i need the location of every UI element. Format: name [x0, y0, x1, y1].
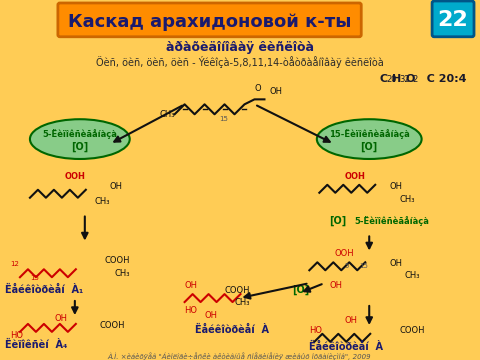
Text: COOH: COOH: [399, 326, 425, 335]
Text: C: C: [379, 75, 387, 85]
Text: OH: OH: [185, 281, 198, 290]
Text: [O]: [O]: [71, 142, 88, 152]
Text: Ëåéêîòðèåí  À: Ëåéêîòðèåí À: [309, 342, 384, 352]
Text: 5-Ëèïîêñèãåíàçà: 5-Ëèïîêñèãåíàçà: [354, 216, 429, 226]
Text: À.Ì. ×èáèðÿåâ "Áèîëîãè÷åñêè àêòèâíûå ñîåäèíåíèÿ æèâûõ îðãàíèçìîâ", 2009: À.Ì. ×èáèðÿåâ "Áèîëîãè÷åñêè àêòèâíûå ñîå…: [108, 352, 372, 360]
Text: OOH: OOH: [344, 172, 365, 181]
Text: CH₃: CH₃: [160, 110, 175, 119]
FancyBboxPatch shape: [58, 3, 361, 37]
Text: 15: 15: [219, 116, 228, 122]
Text: OH: OH: [110, 182, 123, 191]
Text: 15: 15: [30, 275, 39, 281]
Text: [O]: [O]: [360, 142, 378, 152]
Text: CH₃: CH₃: [399, 195, 415, 204]
Text: O: O: [405, 75, 415, 85]
Text: OH: OH: [344, 316, 357, 325]
Text: OH: OH: [389, 182, 402, 191]
Text: 32: 32: [399, 75, 410, 84]
Ellipse shape: [317, 119, 421, 159]
Text: CH₃: CH₃: [115, 269, 130, 278]
Text: OH: OH: [204, 311, 217, 320]
Text: C 20:4: C 20:4: [419, 75, 467, 85]
Text: 5: 5: [344, 263, 348, 269]
Text: OH: OH: [269, 87, 282, 96]
Text: àðàõèäîíîâàÿ êèñëîòà: àðàõèäîíîâàÿ êèñëîòà: [166, 41, 313, 54]
Text: 2: 2: [412, 75, 418, 84]
Text: OOH: OOH: [334, 249, 354, 258]
FancyBboxPatch shape: [432, 1, 474, 37]
Text: Öèñ, öèñ, öèñ, öèñ - Ýéêîçà-5,8,11,14-òåòðàåíîâàÿ êèñëîòà: Öèñ, öèñ, öèñ, öèñ - Ýéêîçà-5,8,11,14-òå…: [96, 55, 384, 68]
Text: Ëèïîêñèí  À₄: Ëèïîêñèí À₄: [5, 340, 67, 350]
Text: Каскад арахидоновой к-ты: Каскад арахидоновой к-ты: [68, 13, 351, 31]
Text: CH₃: CH₃: [235, 298, 250, 307]
Text: H: H: [392, 75, 401, 85]
Text: 15: 15: [359, 263, 368, 269]
Text: OH: OH: [329, 281, 342, 290]
Text: HO: HO: [185, 306, 198, 315]
Text: 12: 12: [10, 261, 19, 267]
Text: OH: OH: [389, 259, 402, 268]
Text: CH₃: CH₃: [404, 271, 420, 280]
Text: HO: HO: [10, 331, 23, 340]
Text: 5-Ëèïîêñèãåíàçà: 5-Ëèïîêñèãåíàçà: [42, 129, 117, 139]
Text: [O]: [O]: [329, 216, 347, 226]
Text: OOH: OOH: [65, 172, 86, 181]
Text: Ëåéêîòðèåí  À₁: Ëåéêîòðèåí À₁: [5, 285, 83, 295]
Text: Ëåéêîòðèåí  À: Ëåéêîòðèåí À: [194, 325, 269, 335]
Text: 22: 22: [438, 10, 468, 30]
Text: OH: OH: [55, 314, 68, 323]
Text: 15-Ëèïîêñèãåíàçà: 15-Ëèïîêñèãåíàçà: [329, 129, 409, 139]
Text: [O]: [O]: [292, 285, 310, 295]
Text: COOH: COOH: [100, 321, 125, 330]
Text: CH₃: CH₃: [95, 197, 110, 206]
Text: 20: 20: [386, 75, 396, 84]
Text: HO: HO: [309, 326, 323, 335]
Text: O: O: [254, 84, 261, 93]
Ellipse shape: [30, 119, 130, 159]
Text: COOH: COOH: [105, 256, 130, 265]
Text: COOH: COOH: [225, 286, 250, 295]
